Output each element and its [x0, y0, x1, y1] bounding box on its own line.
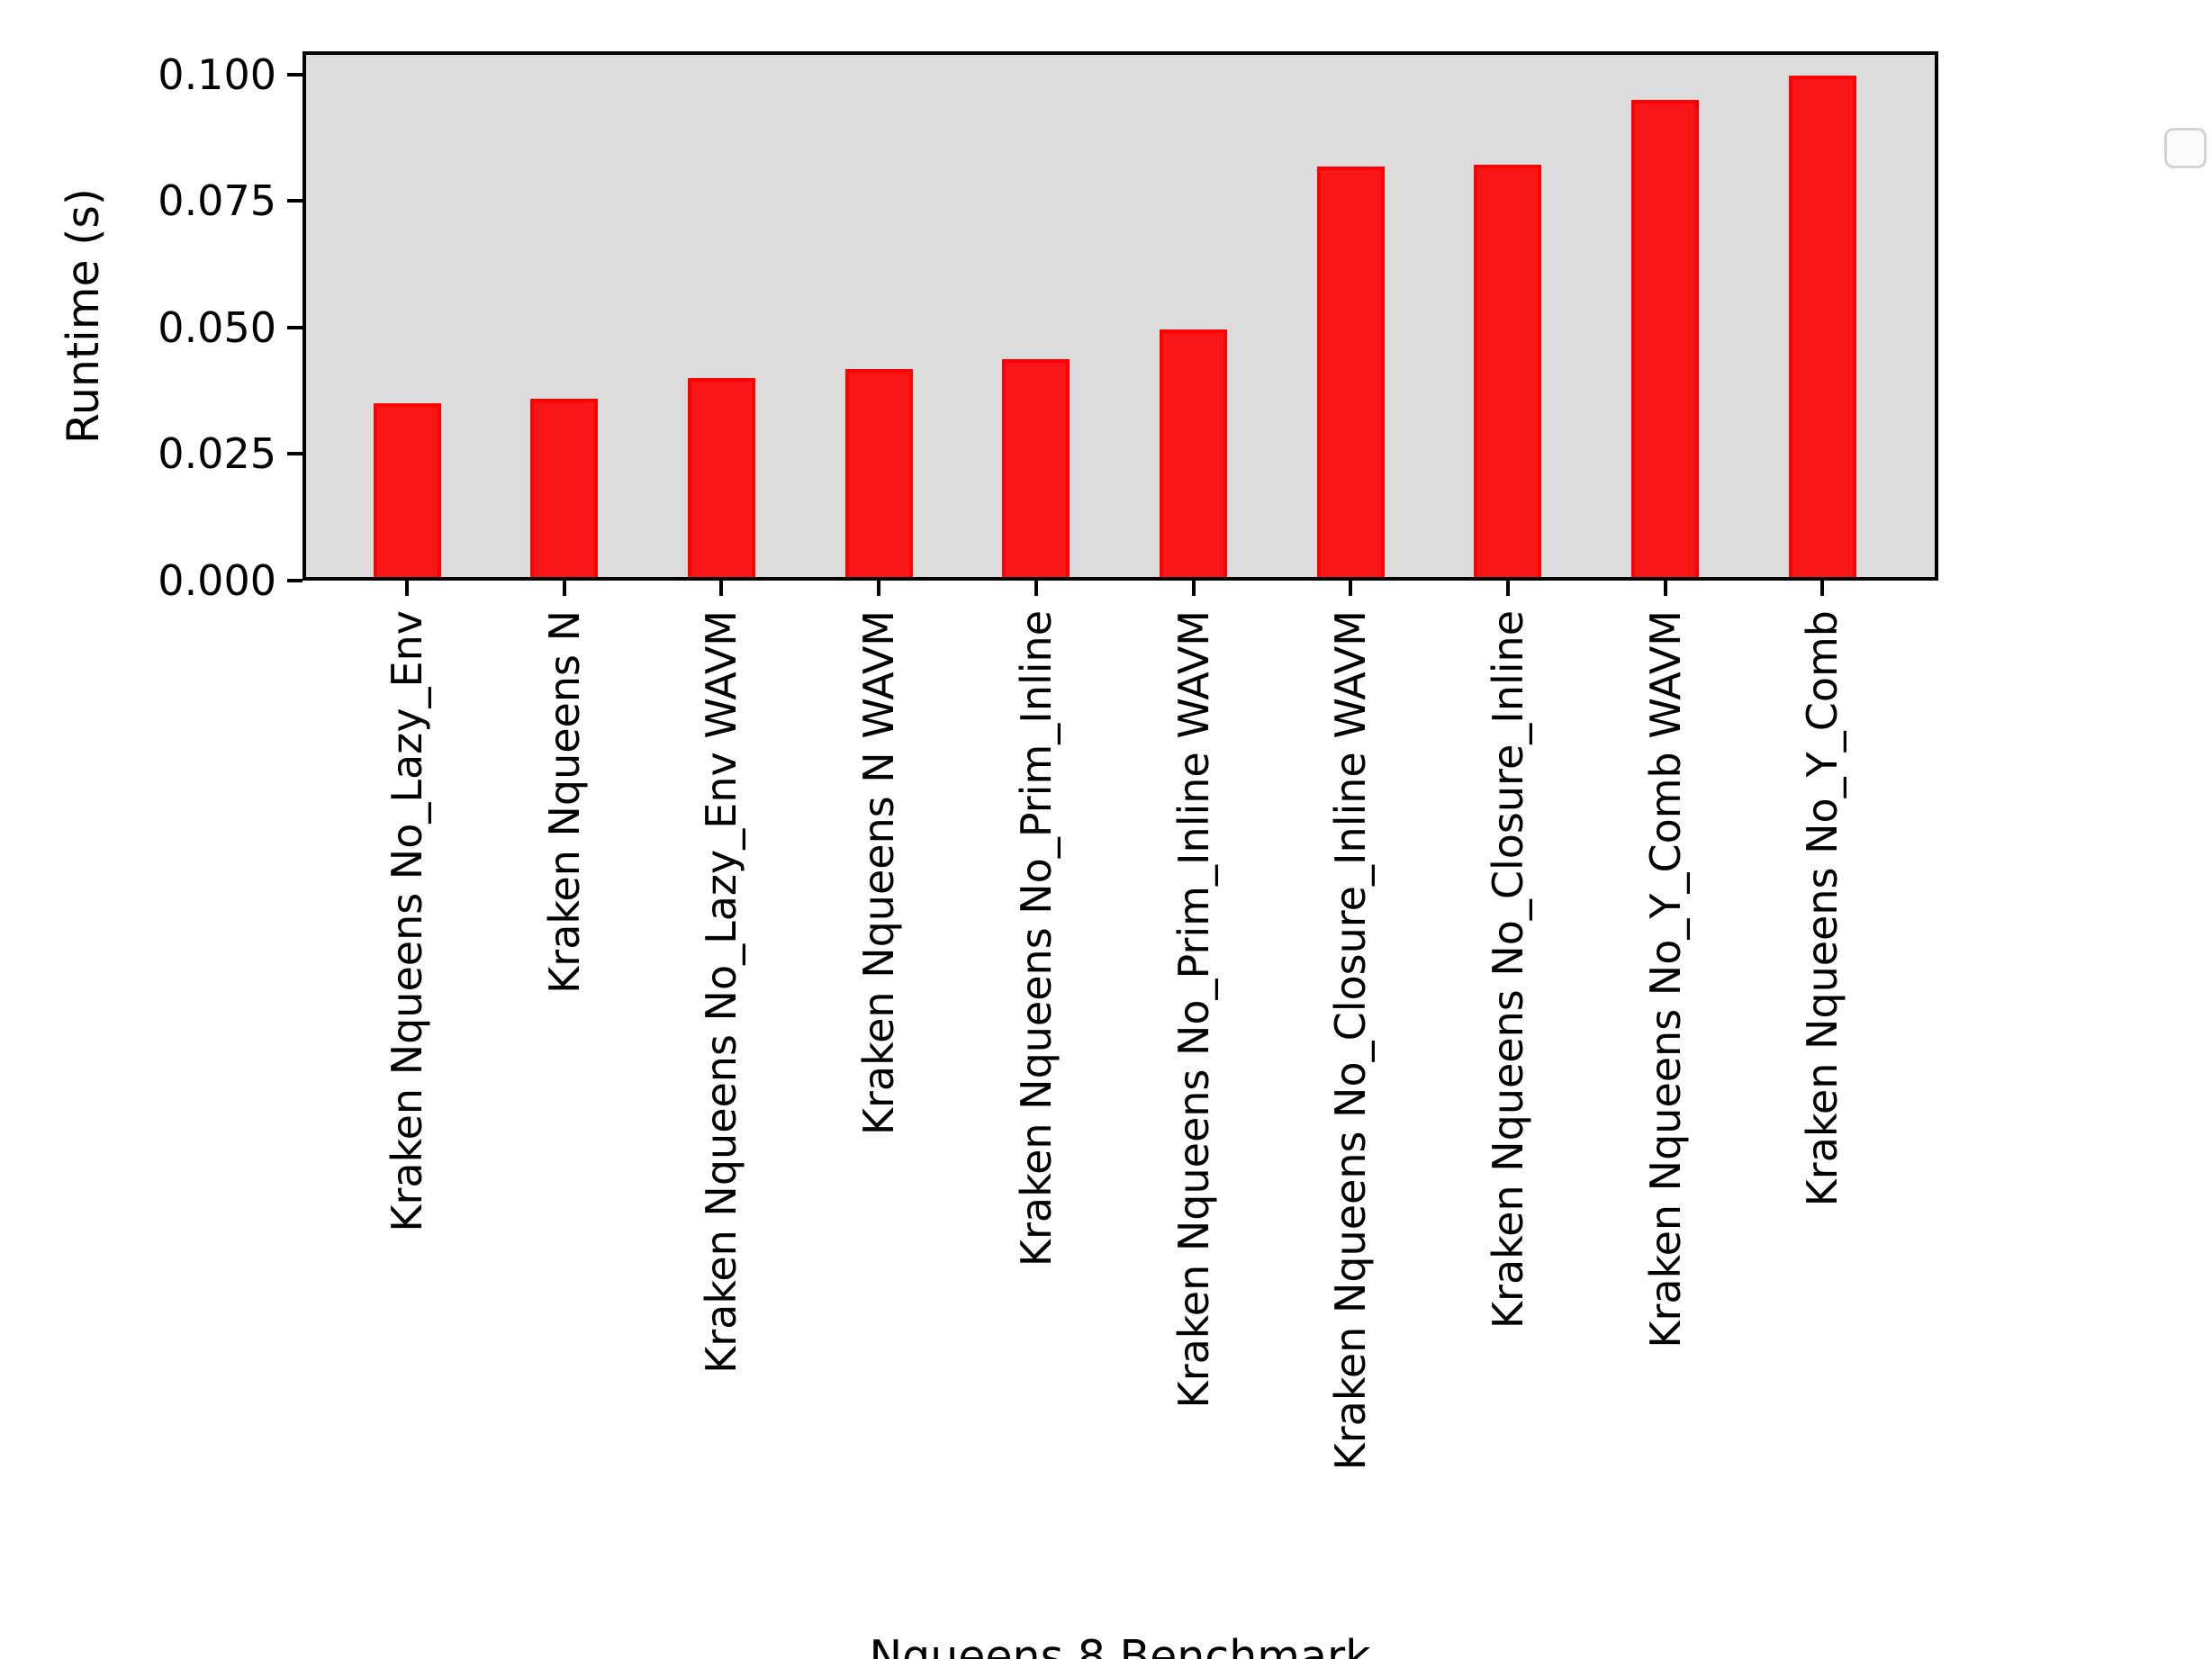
y-tick-mark	[287, 72, 302, 77]
x-tick-label: Kraken Nqueens No_Y_Comb	[1798, 610, 1847, 1207]
x-tick-label: Kraken Nqueens No_Closure_Inline WAVM	[1326, 610, 1376, 1471]
x-tick-label: Kraken Nqueens N	[539, 610, 589, 994]
x-tick-mark	[877, 581, 881, 596]
y-tick-label: 0.100	[158, 50, 276, 99]
x-tick-label: Kraken Nqueens No_Y_Comb WAVM	[1640, 610, 1690, 1348]
y-tick-mark	[287, 579, 302, 582]
x-tick-label: Kraken Nqueens No_Lazy_Env	[383, 610, 431, 1232]
y-tick-label: 0.075	[158, 176, 276, 226]
plot-area	[302, 51, 2207, 581]
bar	[1474, 164, 1542, 581]
x-tick-mark	[562, 581, 566, 596]
y-tick-label: 0.025	[158, 429, 276, 479]
bar	[373, 403, 441, 581]
bar	[687, 378, 755, 581]
x-tick-mark	[1505, 581, 1510, 596]
x-tick-mark	[1349, 581, 1353, 596]
x-tick-label: Kraken Nqueens No_Lazy_Env WAVM	[697, 610, 746, 1374]
y-tick-label: 0.050	[158, 302, 276, 352]
bar	[1631, 100, 1700, 581]
x-tick-label: Kraken Nqueens No_Prim_Inline	[1011, 610, 1061, 1267]
x-tick-mark	[1820, 581, 1825, 596]
x-tick-label: Kraken Nqueens N WAVM	[854, 610, 904, 1136]
x-tick-label: Kraken Nqueens No_Closure_Inline	[1483, 610, 1532, 1330]
bar	[1316, 166, 1385, 581]
y-tick-mark	[287, 325, 302, 329]
bar	[1160, 329, 1227, 581]
x-tick-mark	[1034, 581, 1038, 596]
bar	[1788, 76, 1856, 581]
bar	[844, 368, 913, 581]
y-tick-label: 0.000	[158, 556, 276, 605]
x-tick-mark	[1663, 581, 1667, 596]
x-tick-label: Kraken Nqueens No_Prim_Inline WAVM	[1169, 610, 1218, 1409]
y-tick-mark	[287, 452, 302, 456]
x-tick-mark	[719, 581, 724, 596]
bar	[1002, 359, 1070, 581]
x-tick-mark	[1191, 581, 1196, 596]
y-tick-mark	[287, 199, 302, 203]
x-axis-label: Nqueens 8 Benchmark	[869, 1631, 1371, 1659]
legend-box	[2164, 128, 2207, 168]
x-tick-mark	[405, 581, 409, 596]
bar	[530, 399, 599, 581]
